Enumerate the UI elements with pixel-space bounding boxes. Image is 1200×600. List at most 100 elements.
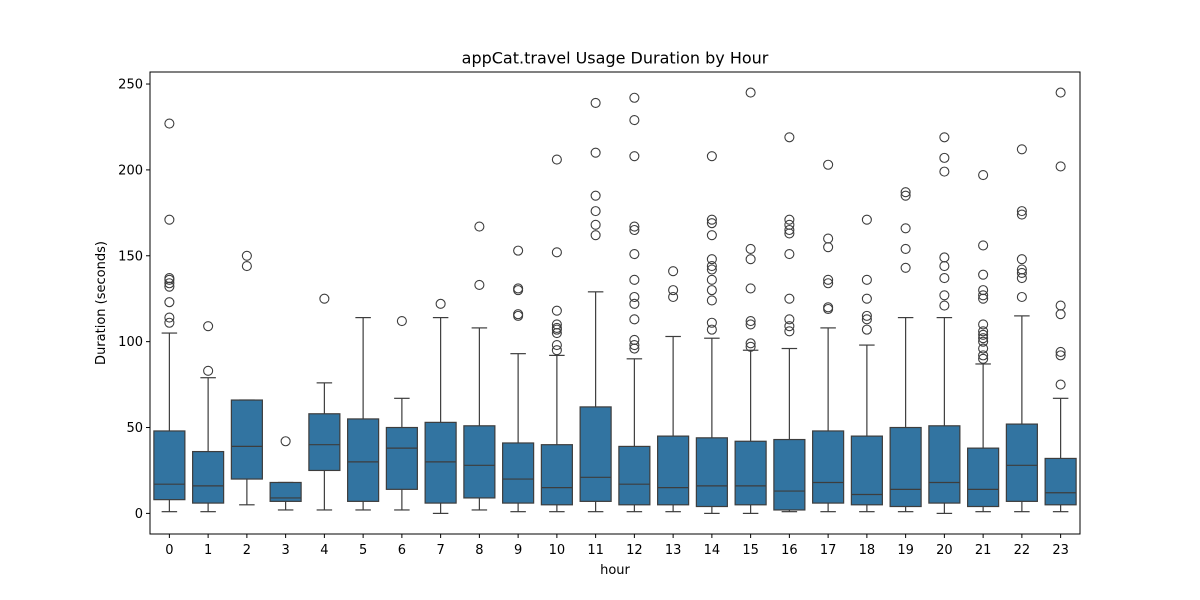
outlier-point	[978, 290, 989, 301]
outlier-point	[629, 115, 640, 126]
outlier-point	[319, 293, 330, 304]
box-group-hour-6	[385, 315, 418, 511]
outlier-point	[551, 340, 562, 351]
iqr-box	[230, 399, 263, 480]
outlier-point	[203, 365, 214, 376]
outlier-point	[861, 324, 872, 335]
outlier-point	[823, 233, 834, 244]
outlier-point	[629, 221, 640, 232]
y-axis-label: Duration (seconds)	[94, 241, 109, 365]
outlier-point	[939, 152, 950, 163]
x-tick-label: 9	[514, 543, 522, 558]
outlier-point	[939, 252, 950, 263]
iqr-box	[424, 421, 457, 504]
outlier-point	[590, 147, 601, 158]
iqr-box	[734, 440, 767, 506]
iqr-box	[657, 435, 690, 506]
box-group-hour-9	[502, 245, 535, 513]
box-group-hour-0	[153, 118, 186, 513]
outlier-point	[706, 264, 717, 275]
outlier-point	[1016, 267, 1027, 278]
box-group-hour-10	[540, 154, 573, 513]
outlier-point	[978, 169, 989, 181]
x-tick-label: 23	[1052, 543, 1069, 558]
box-group-hour-1	[192, 321, 225, 513]
outlier-point	[706, 274, 717, 285]
x-tick-label: 5	[359, 543, 367, 558]
box-group-hour-8	[463, 221, 496, 511]
box-group-hour-14	[695, 151, 728, 514]
outlier-point	[978, 333, 989, 344]
outlier-point	[590, 219, 601, 230]
outlier-point	[1016, 144, 1027, 155]
x-axis: 0 1 2 3 4 5 6 7 8 9 10 11 12 13 14 15 16 17 18 19 20 21 22 23	[165, 534, 1069, 558]
y-axis: 0 50 100 150 200 250	[118, 78, 150, 522]
outlier-point	[164, 278, 175, 289]
box-group-hour-4	[308, 293, 341, 511]
x-tick-label: 7	[436, 543, 444, 558]
x-tick-label: 3	[281, 543, 289, 558]
outlier-point	[784, 249, 795, 260]
outlier-point	[939, 261, 950, 272]
outlier-point	[1016, 291, 1027, 303]
box-group-hour-7	[424, 298, 457, 514]
box-group-hour-13	[657, 266, 690, 513]
y-tick-label: 100	[118, 335, 143, 350]
outlier-point	[861, 274, 872, 285]
outlier-point	[784, 224, 795, 236]
iqr-box	[967, 447, 1000, 508]
outlier-point	[551, 247, 562, 258]
outlier-point	[1055, 87, 1066, 98]
x-tick-label: 17	[820, 543, 837, 558]
box-group-hour-18	[850, 214, 883, 513]
iqr-box	[192, 450, 225, 504]
iqr-box	[463, 425, 496, 499]
box-group-hour-22	[1005, 144, 1038, 513]
outlier-point	[978, 350, 989, 361]
outlier-point	[629, 340, 640, 351]
outlier-point	[474, 221, 485, 232]
outlier-point	[745, 283, 756, 294]
box-group-hour-21	[967, 169, 1000, 513]
outlier-point	[745, 87, 756, 98]
iqr-box	[269, 481, 302, 502]
chart-title: appCat.travel Usage Duration by Hour	[462, 49, 769, 68]
outlier-point	[164, 297, 175, 308]
outlier-point	[629, 334, 640, 345]
outlier-point	[823, 159, 834, 170]
outlier-point	[706, 218, 717, 229]
iqr-box	[850, 435, 883, 506]
outlier-point	[784, 132, 795, 143]
outlier-point	[629, 151, 640, 162]
outlier-point	[1016, 264, 1027, 275]
outlier-point	[629, 298, 640, 309]
outlier-point	[900, 190, 911, 201]
outlier-point	[435, 298, 446, 309]
x-tick-label: 16	[781, 543, 798, 558]
outlier-point	[745, 341, 756, 352]
x-tick-label: 10	[549, 543, 566, 558]
x-tick-label: 11	[587, 543, 604, 558]
outlier-point	[1055, 350, 1066, 361]
iqr-box	[773, 438, 806, 511]
plot-area	[153, 87, 1077, 514]
outlier-point	[1016, 254, 1027, 265]
x-tick-label: 0	[165, 543, 173, 558]
box-group-hour-17	[812, 159, 845, 513]
iqr-box	[695, 437, 728, 508]
outlier-point	[668, 291, 679, 303]
box-group-hour-12	[618, 92, 651, 513]
outlier-point	[1055, 379, 1066, 390]
x-tick-label: 20	[936, 543, 953, 558]
outlier-point	[590, 206, 601, 217]
outlier-point	[706, 151, 717, 162]
iqr-box	[928, 425, 961, 504]
outlier-point	[784, 314, 795, 325]
outlier-point	[861, 214, 872, 225]
outlier-point	[551, 305, 562, 316]
outlier-point	[590, 97, 601, 108]
outlier-point	[706, 295, 717, 306]
outlier-point	[1055, 346, 1066, 357]
x-tick-label: 6	[398, 543, 406, 558]
outlier-point	[164, 317, 175, 328]
